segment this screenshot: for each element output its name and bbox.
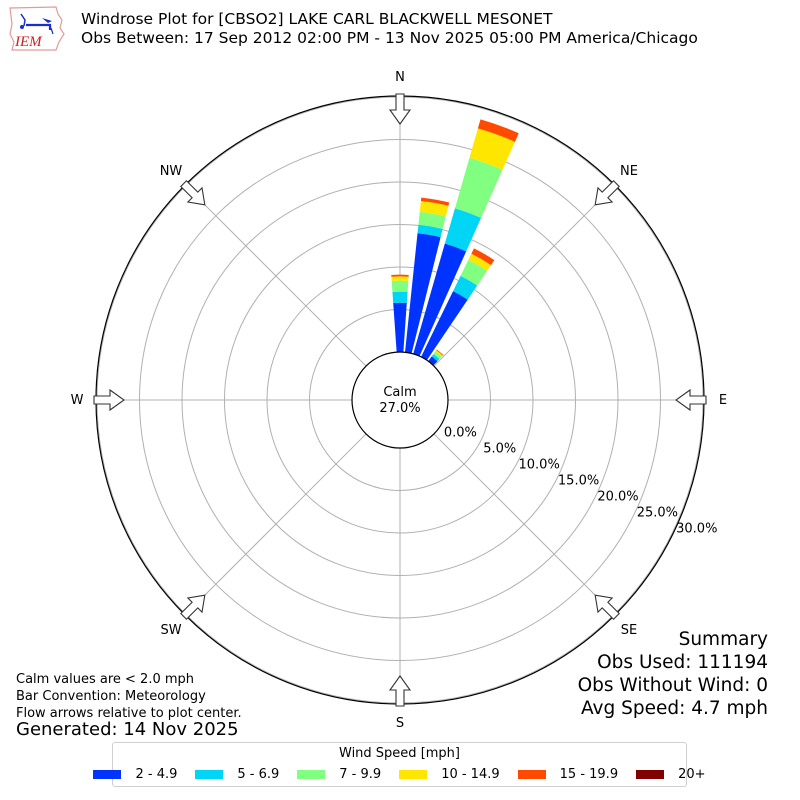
bar-segment xyxy=(420,197,450,206)
generated-date: Generated: 14 Nov 2025 xyxy=(16,719,239,740)
summary-title: Summary xyxy=(678,629,768,650)
legend-title: Wind Speed [mph] xyxy=(339,746,460,761)
flow-arrow-icon xyxy=(93,388,125,412)
legend-label: 2 - 4.9 xyxy=(135,767,178,782)
bar-segment xyxy=(393,302,407,353)
legend-item: 20+ xyxy=(636,767,706,782)
bar-segment xyxy=(392,291,408,303)
logo-text: IEM xyxy=(14,34,43,50)
legend: Wind Speed [mph] 2 - 4.9 5 - 6.9 7 - 9.9… xyxy=(93,742,706,787)
plot-notes: Calm values are < 2.0 mph Bar Convention… xyxy=(16,671,242,722)
ring-labels: 0.0% 5.0%10.0%15.0%20.0%25.0%30.0% xyxy=(444,426,718,537)
bar-segment xyxy=(433,351,442,360)
legend-swatch xyxy=(636,770,665,779)
bar-segment xyxy=(419,200,449,217)
bar-segment xyxy=(453,275,478,300)
bar-segment xyxy=(469,128,515,170)
ring-label: 15.0% xyxy=(558,473,599,488)
legend-label: 5 - 6.9 xyxy=(237,767,280,782)
legend-items: 2 - 4.9 5 - 6.9 7 - 9.9 10 - 14.9 15 - 1… xyxy=(93,767,706,782)
windrose-bars xyxy=(391,119,519,366)
bar-segment xyxy=(471,248,495,266)
spoke-line xyxy=(185,185,367,367)
calm-value: 27.0% xyxy=(379,401,420,416)
compass-se: SE xyxy=(621,623,637,638)
legend-swatch xyxy=(517,770,546,779)
legend-swatch xyxy=(93,770,122,779)
compass-sw: SW xyxy=(160,623,181,638)
compass-e: E xyxy=(719,393,727,408)
bar-segment xyxy=(405,233,441,354)
legend-label: 7 - 9.9 xyxy=(339,767,382,782)
bar-segment xyxy=(435,350,443,357)
legend-item: 5 - 6.9 xyxy=(195,767,279,782)
flow-arrow-icon xyxy=(388,675,412,707)
bar-segment xyxy=(391,274,409,277)
summary-box: Summary Obs Used: 111194 Obs Without Win… xyxy=(578,628,768,720)
flow-arrows xyxy=(93,93,707,707)
obs-used: Obs Used: 111194 xyxy=(597,652,768,673)
chart-title: Windrose Plot for [CBSO2] LAKE CARL BLAC… xyxy=(81,10,698,48)
obs-without-wind: Obs Without Wind: 0 xyxy=(577,675,768,696)
bar-segment xyxy=(391,280,409,292)
compass-n: N xyxy=(395,70,405,85)
spoke-line xyxy=(433,433,615,615)
legend-label: 10 - 14.9 xyxy=(441,767,500,782)
bar-segment xyxy=(391,276,409,281)
spoke-line xyxy=(185,433,367,615)
flow-arrows-note: Flow arrows relative to plot center. xyxy=(16,706,242,721)
iem-logo: IEM xyxy=(4,4,66,52)
compass-s: S xyxy=(396,716,404,731)
ring-label: 30.0% xyxy=(676,521,717,536)
flow-arrow-icon xyxy=(594,594,620,620)
legend-label: 20+ xyxy=(678,767,706,782)
bar-segment xyxy=(468,253,492,271)
ring-label: 25.0% xyxy=(637,505,678,520)
calm-circle xyxy=(351,351,449,449)
legend-swatch xyxy=(195,770,224,779)
legend-swatch xyxy=(297,770,326,779)
calm-label: Calm xyxy=(383,385,416,400)
bar-segment xyxy=(444,208,482,252)
flow-arrow-icon xyxy=(180,594,206,620)
avg-speed: Avg Speed: 4.7 mph xyxy=(580,698,768,719)
bar-segment xyxy=(413,243,467,357)
flow-arrow-icon xyxy=(594,180,620,206)
legend-label: 15 - 19.9 xyxy=(559,767,619,782)
compass-nw: NW xyxy=(160,164,183,179)
calm-note: Calm values are < 2.0 mph xyxy=(16,672,195,687)
bar-segment xyxy=(454,157,503,218)
legend-swatch xyxy=(399,770,428,779)
bar-segment xyxy=(460,259,488,286)
bar-segment xyxy=(418,211,446,229)
ring-label: 5.0% xyxy=(483,442,516,457)
flow-arrow-icon xyxy=(388,93,412,125)
legend-item: 7 - 9.9 xyxy=(297,767,381,782)
title-line-1: Windrose Plot for [CBSO2] LAKE CARL BLAC… xyxy=(81,10,553,28)
bar-segment xyxy=(417,224,443,238)
bar-segment xyxy=(477,119,519,142)
bar-segment xyxy=(431,353,440,362)
legend-item: 2 - 4.9 xyxy=(93,767,177,782)
ring-label: 20.0% xyxy=(597,489,638,504)
flow-arrow-icon xyxy=(180,180,206,206)
flow-arrow-icon xyxy=(675,388,707,412)
spoke-line xyxy=(433,185,615,367)
compass-ne: NE xyxy=(620,164,638,179)
ring-label: 10.0% xyxy=(519,458,560,473)
legend-item: 10 - 14.9 xyxy=(399,767,500,782)
legend-item: 15 - 19.9 xyxy=(517,767,619,782)
compass-w: W xyxy=(71,393,84,408)
bar-segment xyxy=(436,349,444,356)
bar-convention-note: Bar Convention: Meteorology xyxy=(16,689,206,704)
bar-segment xyxy=(428,356,438,366)
bar-segment xyxy=(421,291,468,361)
title-line-2: Obs Between: 17 Sep 2012 02:00 PM - 13 N… xyxy=(81,29,698,47)
ring-label: 0.0% xyxy=(444,426,477,441)
